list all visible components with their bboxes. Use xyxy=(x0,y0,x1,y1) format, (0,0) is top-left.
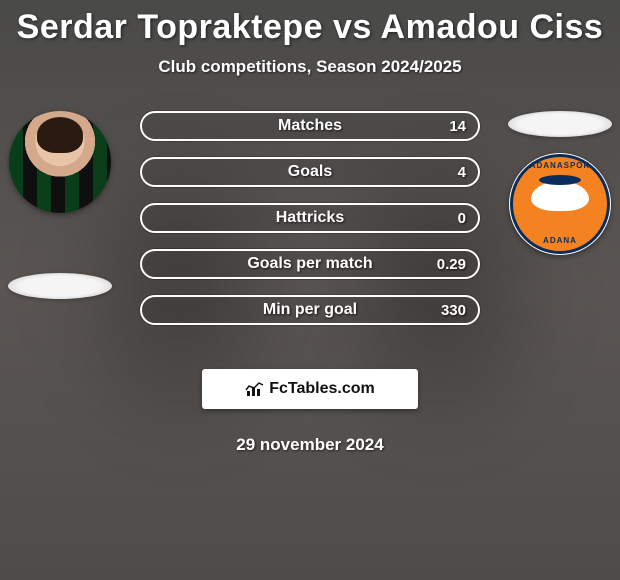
stat-label: Goals per match xyxy=(142,255,478,273)
stats-list: Matches 14 Goals 4 Hattricks 0 Goals per… xyxy=(140,111,480,341)
player-right-club-badge: ADANASPOR ADANA xyxy=(509,153,611,255)
club-badge-text-bot: ADANA xyxy=(513,236,607,245)
footer-brand-text: FcTables.com xyxy=(269,380,375,398)
club-badge-text-top: ADANASPOR xyxy=(513,161,607,170)
player-left-column xyxy=(0,111,120,299)
stat-row: Goals 4 xyxy=(140,157,480,187)
stat-right-value: 4 xyxy=(458,164,466,181)
footer-brand-badge: FcTables.com xyxy=(202,369,418,409)
player-left-shadow xyxy=(8,273,112,299)
stat-row: Hattricks 0 xyxy=(140,203,480,233)
comparison-area: ADANASPOR ADANA Matches 14 Goals 4 Hattr… xyxy=(0,111,620,351)
stat-right-value: 0.29 xyxy=(437,256,466,273)
date-text: 29 november 2024 xyxy=(0,435,620,455)
stat-right-value: 0 xyxy=(458,210,466,227)
stat-row: Matches 14 xyxy=(140,111,480,141)
stat-row: Min per goal 330 xyxy=(140,295,480,325)
player-left-avatar xyxy=(9,111,111,213)
stat-row: Goals per match 0.29 xyxy=(140,249,480,279)
club-badge-icon: ADANASPOR ADANA xyxy=(510,154,610,254)
stat-label: Goals xyxy=(142,163,478,181)
subtitle: Club competitions, Season 2024/2025 xyxy=(0,57,620,77)
stat-label: Min per goal xyxy=(142,301,478,319)
stat-right-value: 14 xyxy=(449,118,466,135)
stat-right-value: 330 xyxy=(441,302,466,319)
player-right-column: ADANASPOR ADANA xyxy=(500,111,620,255)
page-title: Serdar Topraktepe vs Amadou Ciss xyxy=(0,0,620,47)
stat-label: Hattricks xyxy=(142,209,478,227)
stat-label: Matches xyxy=(142,117,478,135)
player-right-shadow xyxy=(508,111,612,137)
chart-icon xyxy=(245,381,265,397)
